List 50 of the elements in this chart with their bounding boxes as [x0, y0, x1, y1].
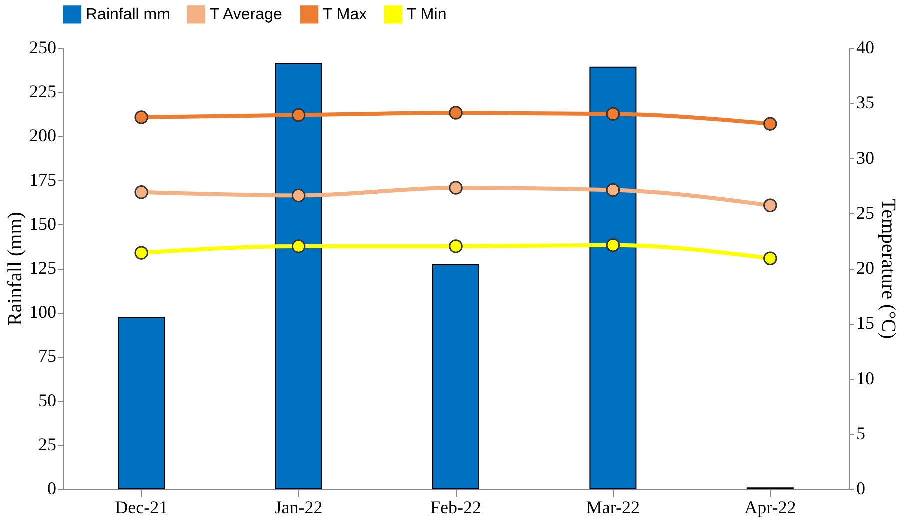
y-tick-label: 150	[30, 214, 56, 234]
bar	[432, 264, 480, 490]
legend-label: T Max	[323, 6, 368, 24]
point	[449, 240, 463, 254]
y-tick-label: 225	[30, 82, 56, 102]
bar	[590, 66, 637, 490]
point	[134, 110, 148, 124]
bar	[118, 317, 166, 490]
y2-tick-label: 25	[856, 202, 874, 223]
y-tick-label: 200	[30, 126, 56, 146]
point	[292, 240, 306, 254]
y-tick-label: 50	[38, 390, 56, 410]
bar	[275, 63, 322, 490]
point	[606, 183, 620, 198]
point	[606, 107, 620, 122]
legend-label: T Average	[210, 6, 282, 24]
y2-tick-label: 20	[856, 258, 874, 278]
y-axis-title: Rainfall (mm)	[4, 212, 26, 326]
point	[292, 188, 306, 203]
x-tick-label: Jan-22	[274, 498, 323, 518]
y2-tick-label: 30	[856, 148, 874, 168]
y-tick-label: 25	[38, 434, 56, 454]
x-tick-label: Apr-22	[744, 498, 796, 518]
y-tick-label: 175	[30, 170, 56, 190]
point	[134, 246, 148, 260]
x-tick-label: Mar-22	[586, 498, 640, 518]
y-tick-label: 0	[48, 478, 56, 498]
y-tick-label: 100	[30, 302, 56, 322]
legend-label: Rainfall mm	[86, 6, 170, 24]
point	[606, 238, 620, 252]
y2-tick-label: 10	[856, 368, 874, 388]
point	[292, 108, 306, 122]
point	[764, 117, 778, 131]
y-tick-label: 125	[30, 258, 56, 278]
point	[764, 252, 778, 266]
x-tick-label: Feb-22	[430, 498, 482, 518]
point	[449, 106, 463, 120]
y-tick-label: 250	[30, 38, 56, 58]
y2-tick-label: 35	[856, 92, 874, 113]
point	[134, 186, 148, 200]
legend-label: T Min	[407, 6, 447, 24]
y2-tick-label: 15	[856, 313, 874, 334]
y2-tick-label: 5	[856, 423, 866, 444]
y2-tick-label: 40	[856, 38, 874, 58]
y2-tick-label: 0	[856, 478, 866, 498]
y-tick-label: 75	[38, 346, 56, 366]
x-tick-label: Dec-21	[115, 498, 168, 518]
point	[449, 181, 463, 195]
point	[764, 198, 778, 213]
y2-axis-title: Temperature (°C)	[878, 198, 900, 340]
